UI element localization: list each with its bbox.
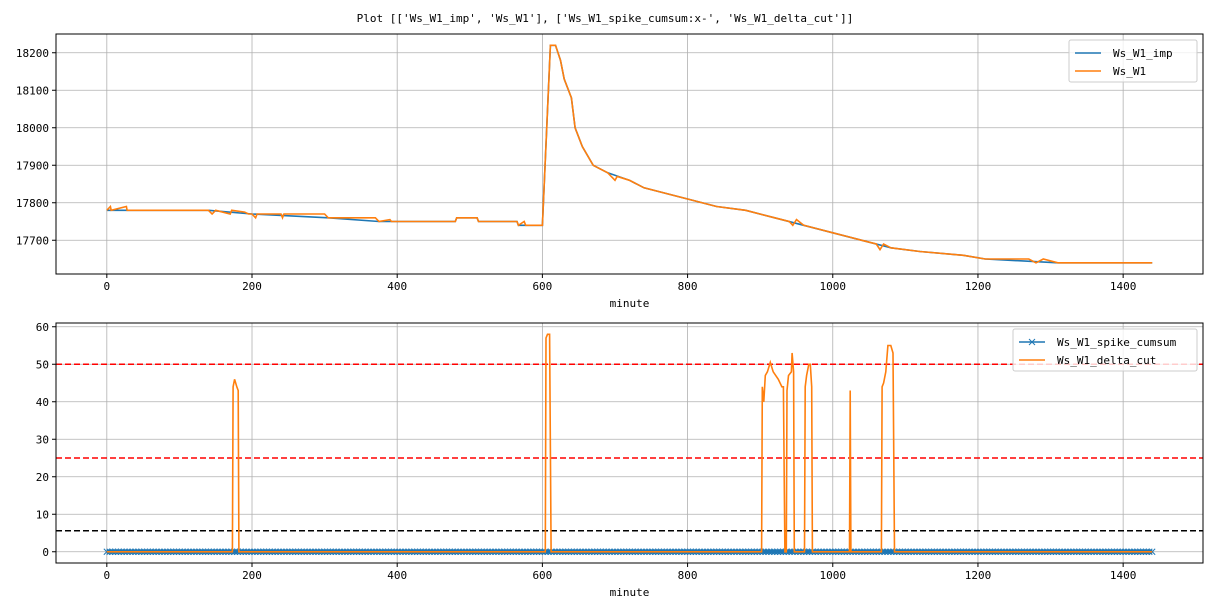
bottom-axes: 0 200 400 600 800 1000 1200 1400 0 10 20 30 40 50 60 mi… [36, 321, 1204, 599]
x-axis-label: minute [610, 297, 650, 310]
x-marker [762, 548, 770, 556]
y-tick-label: 18200 [16, 47, 49, 60]
y-tick-label: 18000 [16, 122, 49, 135]
x-marker [887, 548, 895, 556]
axes-frame [55, 33, 1204, 275]
x-tick-label: 800 [678, 569, 698, 582]
x-tick-label: 200 [242, 569, 262, 582]
legend-x-marker [1028, 338, 1036, 346]
series-line-Ws_W1 [106, 44, 1153, 264]
legend-box [1012, 328, 1198, 372]
x-marker [881, 548, 889, 556]
y-tick-label: 20 [36, 471, 49, 484]
series-line-Ws_W1_imp [106, 44, 1153, 264]
x-tick-label: 400 [387, 280, 407, 293]
legend-label: Ws_W1 [1113, 65, 1146, 78]
legend-label: Ws_W1_imp [1113, 47, 1173, 60]
x-tick-label: 1400 [1110, 569, 1137, 582]
x-tick-label: 200 [242, 280, 262, 293]
x-marker [884, 548, 892, 556]
y-tick-label: 17700 [16, 234, 49, 247]
x-tick-label: 1400 [1110, 280, 1137, 293]
x-marker [777, 548, 784, 556]
x-tick-label: 600 [532, 280, 552, 293]
y-tick-label: 50 [36, 358, 49, 371]
top-axes: 0 200 400 600 800 1000 1200 1400 17700 17800 17900… [16, 33, 1204, 310]
axes-frame [55, 322, 1204, 564]
x-tick-label: 1200 [965, 280, 992, 293]
x-marker [765, 548, 773, 556]
y-tick-label: 40 [36, 396, 49, 409]
x-marker [771, 548, 779, 556]
series-line-Ws_W1_delta_cut [106, 333, 1153, 553]
x-tick-label: 600 [532, 569, 552, 582]
x-marker [806, 548, 813, 556]
legend-label: Ws_W1_delta_cut [1057, 354, 1156, 367]
x-tick-label: 800 [678, 280, 698, 293]
y-tick-label: 0 [42, 546, 49, 559]
x-tick-label: 0 [104, 280, 111, 293]
y-tick-label: 10 [36, 508, 49, 521]
legend-label: Ws_W1_spike_cumsum [1057, 336, 1177, 349]
x-tick-label: 0 [104, 569, 111, 582]
x-tick-label: 400 [387, 569, 407, 582]
x-marker [768, 548, 776, 556]
x-marker [785, 548, 793, 556]
x-axis-label: minute [610, 586, 650, 599]
y-tick-label: 17900 [16, 159, 49, 172]
x-marker [544, 548, 552, 556]
y-tick-label: 17800 [16, 197, 49, 210]
y-tick-label: 30 [36, 433, 49, 446]
y-tick-label: 18100 [16, 84, 49, 97]
x-tick-label: 1000 [820, 569, 847, 582]
x-tick-label: 1000 [820, 280, 847, 293]
figure-title: Plot [['Ws_W1_imp', 'Ws_W1'], ['Ws_W1_sp… [357, 12, 854, 25]
x-tick-label: 1200 [965, 569, 992, 582]
x-marker [774, 548, 781, 556]
y-tick-label: 60 [36, 321, 49, 334]
